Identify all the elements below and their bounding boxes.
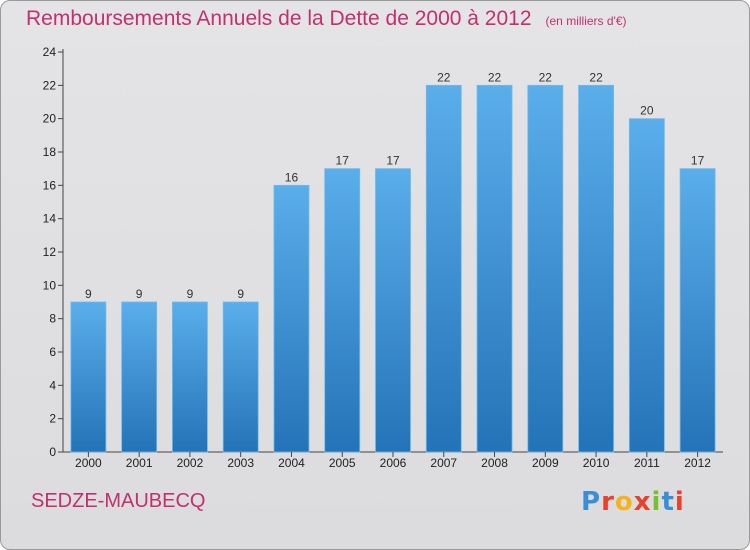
- data-label-2003: 9: [237, 287, 244, 301]
- x-tick-label-2005: 2005: [329, 456, 356, 470]
- data-label-2001: 9: [136, 287, 143, 301]
- bar-2008: [476, 84, 513, 453]
- data-label-2012: 17: [691, 154, 705, 168]
- x-tick-label-2003: 2003: [227, 456, 254, 470]
- chart-title: Remboursements Annuels de la Dette de 20…: [26, 7, 532, 30]
- logo-letter: t: [661, 487, 675, 517]
- y-tick-label: 2: [49, 412, 56, 426]
- x-tick-label-2011: 2011: [634, 456, 660, 470]
- data-label-2006: 17: [386, 154, 400, 168]
- logo-letter: o: [614, 487, 634, 517]
- bar-2000: [70, 301, 107, 453]
- x-tick-label-2010: 2010: [583, 456, 610, 470]
- data-label-2008: 22: [488, 70, 502, 84]
- logo-letter: P: [581, 487, 602, 517]
- x-tick-label-2012: 2012: [684, 456, 711, 470]
- bar-2004: [273, 184, 310, 453]
- bar-2012: [679, 168, 716, 453]
- data-label-2002: 9: [187, 287, 194, 301]
- x-tick-label-2000: 2000: [75, 456, 102, 470]
- proxiti-logo: Proxiti: [581, 487, 685, 523]
- x-tick-label-2007: 2007: [430, 456, 457, 470]
- bar-2006: [375, 168, 411, 453]
- y-tick-label: 22: [43, 78, 57, 92]
- data-label-2005: 17: [336, 154, 350, 168]
- data-label-2004: 16: [285, 170, 299, 184]
- y-tick-label: 20: [43, 112, 57, 126]
- x-tick-label-2009: 2009: [532, 456, 559, 470]
- data-label-2010: 22: [589, 70, 603, 84]
- bar-2001: [121, 301, 158, 453]
- bar-2011: [628, 118, 665, 453]
- x-tick-label-2004: 2004: [278, 456, 305, 470]
- y-tick-label: 10: [43, 278, 57, 292]
- data-label-2009: 22: [539, 70, 553, 84]
- y-tick-label: 16: [43, 178, 57, 192]
- y-tick-label: 24: [43, 45, 57, 59]
- logo-letter: x: [633, 487, 652, 517]
- y-tick-label: 12: [43, 245, 57, 259]
- bar-2009: [527, 84, 564, 453]
- y-tick-label: 4: [49, 378, 56, 392]
- data-label-2007: 22: [437, 70, 451, 84]
- y-tick-label: 14: [43, 212, 57, 226]
- logo-letter: i: [651, 487, 662, 517]
- y-tick-label: 18: [43, 145, 57, 159]
- y-tick-label: 8: [49, 312, 56, 326]
- bar-2010: [578, 84, 614, 453]
- chart-title-block: Remboursements Annuels de la Dette de 20…: [26, 7, 627, 31]
- chart-unit: (en milliers d'€): [545, 14, 627, 28]
- x-tick-label-2006: 2006: [380, 456, 407, 470]
- commune-name: SEDZE-MAUBECQ: [31, 490, 206, 512]
- y-tick-label: 0: [49, 445, 56, 459]
- bar-2002: [172, 301, 208, 453]
- data-label-2011: 20: [640, 104, 654, 118]
- y-tick-label: 6: [49, 345, 56, 359]
- logo-letter: r: [601, 487, 615, 517]
- bar-2003: [222, 301, 259, 453]
- bar-2005: [324, 168, 361, 453]
- bar-2007: [425, 84, 462, 453]
- logo-letter: i: [674, 487, 685, 517]
- x-tick-label-2001: 2001: [126, 456, 153, 470]
- x-tick-label-2008: 2008: [481, 456, 508, 470]
- data-label-2000: 9: [85, 287, 92, 301]
- x-tick-label-2002: 2002: [177, 456, 204, 470]
